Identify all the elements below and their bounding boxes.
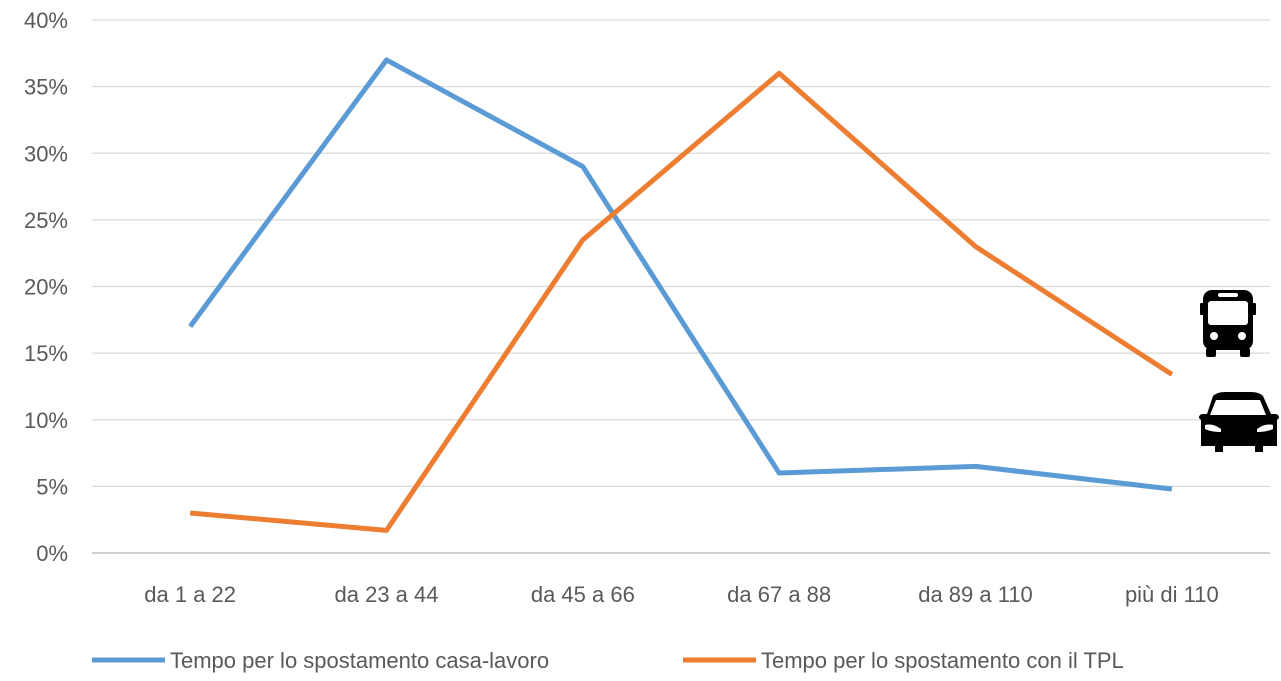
x-tick-label: da 23 a 44	[335, 582, 439, 607]
y-axis-tick-labels: 0% 5% 10% 15% 20% 25% 30% 35% 40%	[24, 8, 68, 566]
x-tick-label: più di 110	[1125, 582, 1219, 607]
x-tick-label: da 1 a 22	[144, 582, 236, 607]
y-tick-label: 5%	[36, 474, 68, 499]
x-axis-tick-labels: da 1 a 22 da 23 a 44 da 45 a 66 da 67 a 88 d…	[144, 582, 1218, 607]
bus-icon	[1200, 290, 1256, 357]
y-tick-label: 0%	[36, 541, 68, 566]
y-tick-label: 25%	[24, 208, 68, 233]
car-icon	[1199, 392, 1279, 452]
series-lines	[188, 57, 1174, 533]
legend: Tempo per lo spostamento casa-lavoro Tem…	[92, 648, 1124, 673]
y-tick-label: 15%	[24, 341, 68, 366]
legend-label-tpl: Tempo per lo spostamento con il TPL	[761, 648, 1124, 673]
series-line-casa-lavoro	[188, 57, 1173, 492]
x-tick-label: da 67 a 88	[727, 582, 831, 607]
gridlines	[92, 19, 1270, 554]
x-tick-label: da 45 a 66	[531, 582, 635, 607]
x-tick-label: da 89 a 110	[918, 582, 1033, 607]
y-tick-label: 30%	[24, 141, 68, 166]
y-tick-label: 10%	[24, 408, 68, 433]
series-line-tpl	[189, 70, 1174, 533]
y-tick-label: 40%	[24, 8, 68, 33]
y-tick-label: 35%	[24, 75, 68, 100]
y-tick-label: 20%	[24, 275, 68, 300]
legend-label-casa-lavoro: Tempo per lo spostamento casa-lavoro	[170, 648, 549, 673]
